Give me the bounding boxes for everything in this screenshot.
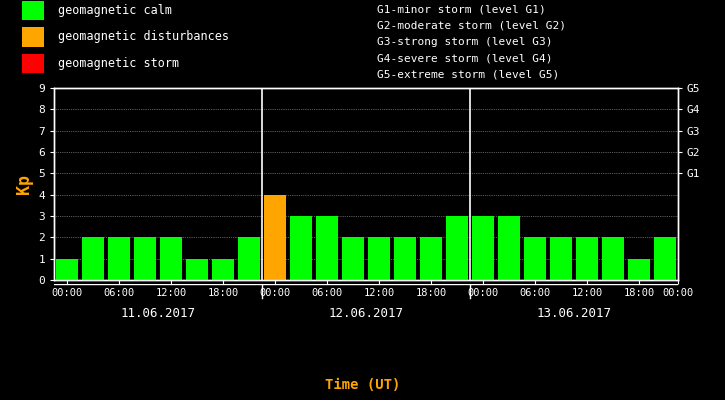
Text: 11.06.2017: 11.06.2017: [121, 307, 196, 320]
Text: geomagnetic storm: geomagnetic storm: [58, 57, 179, 70]
Text: G5-extreme storm (level G5): G5-extreme storm (level G5): [377, 70, 559, 80]
Bar: [239, 237, 260, 280]
Bar: [524, 237, 546, 280]
Text: Time (UT): Time (UT): [325, 378, 400, 392]
Bar: [212, 259, 234, 280]
Bar: [654, 237, 676, 280]
Bar: [290, 216, 312, 280]
Bar: [22, 54, 44, 73]
Y-axis label: Kp: Kp: [15, 174, 33, 194]
Text: G1-minor storm (level G1): G1-minor storm (level G1): [377, 4, 546, 14]
Bar: [446, 216, 468, 280]
Bar: [83, 237, 104, 280]
Bar: [342, 237, 364, 280]
Bar: [498, 216, 520, 280]
Bar: [57, 259, 78, 280]
Bar: [22, 1, 44, 20]
Text: geomagnetic disturbances: geomagnetic disturbances: [58, 30, 229, 44]
Bar: [576, 237, 598, 280]
Bar: [550, 237, 572, 280]
Text: G3-strong storm (level G3): G3-strong storm (level G3): [377, 37, 552, 47]
Bar: [628, 259, 650, 280]
Bar: [160, 237, 182, 280]
Text: 13.06.2017: 13.06.2017: [536, 307, 611, 320]
Bar: [394, 237, 416, 280]
Bar: [264, 195, 286, 280]
Bar: [108, 237, 130, 280]
Bar: [602, 237, 624, 280]
Text: 12.06.2017: 12.06.2017: [328, 307, 404, 320]
Bar: [368, 237, 390, 280]
Bar: [186, 259, 208, 280]
Bar: [134, 237, 157, 280]
Text: G4-severe storm (level G4): G4-severe storm (level G4): [377, 53, 552, 63]
Text: G2-moderate storm (level G2): G2-moderate storm (level G2): [377, 21, 566, 31]
Bar: [22, 27, 44, 47]
Text: geomagnetic calm: geomagnetic calm: [58, 4, 172, 17]
Bar: [420, 237, 442, 280]
Bar: [472, 216, 494, 280]
Bar: [316, 216, 338, 280]
